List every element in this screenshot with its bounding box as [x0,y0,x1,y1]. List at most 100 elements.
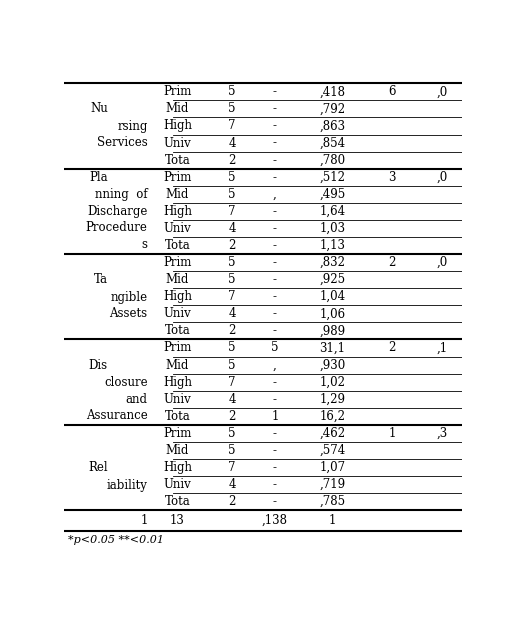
Text: 5: 5 [228,85,236,98]
Text: 2: 2 [228,325,236,337]
Text: ,574: ,574 [320,444,346,457]
Text: Prim: Prim [163,427,192,440]
Text: Tota: Tota [165,410,190,423]
Text: Mid: Mid [166,103,189,115]
Text: 7: 7 [228,120,236,132]
Text: High: High [163,205,192,218]
Text: 13: 13 [170,514,185,527]
Text: -: - [273,205,277,218]
Text: 1: 1 [271,410,279,423]
Text: ,1: ,1 [436,341,447,354]
Text: Univ: Univ [164,137,191,149]
Text: ,719: ,719 [320,478,346,491]
Text: 7: 7 [228,461,236,474]
Text: ,930: ,930 [320,358,346,372]
Text: iability: iability [107,479,148,492]
Text: 2: 2 [228,495,236,508]
Text: Prim: Prim [163,341,192,354]
Text: ,418: ,418 [320,85,345,98]
Text: *p<0.05 **<0.01: *p<0.05 **<0.01 [68,535,164,544]
Text: ,989: ,989 [320,325,346,337]
Text: 4: 4 [228,308,236,320]
Text: ,0: ,0 [436,85,447,98]
Text: Mid: Mid [166,444,189,457]
Text: ,138: ,138 [262,514,288,527]
Text: 4: 4 [228,137,236,149]
Text: ,0: ,0 [436,256,447,269]
Text: ,925: ,925 [320,273,346,286]
Text: 7: 7 [228,291,236,303]
Text: Prim: Prim [163,85,192,98]
Text: 5: 5 [228,273,236,286]
Text: 5: 5 [228,341,236,354]
Text: 7: 7 [228,375,236,389]
Text: ,495: ,495 [320,188,346,201]
Text: Univ: Univ [164,392,191,406]
Text: closure
and
Assurance: closure and Assurance [86,376,148,422]
Text: rsing
Services: rsing Services [97,120,148,149]
Text: -: - [273,85,277,98]
Text: Univ: Univ [164,308,191,320]
Text: 16,2: 16,2 [320,410,345,423]
Text: ngible
Assets: ngible Assets [109,291,148,320]
Text: -: - [273,427,277,440]
Text: -: - [273,444,277,457]
Text: 3: 3 [388,171,396,184]
Text: 2: 2 [388,256,396,269]
Text: ,0: ,0 [436,171,447,184]
Text: -: - [273,308,277,320]
Text: -: - [273,154,277,166]
Text: -: - [273,495,277,508]
Text: 5: 5 [228,188,236,201]
Text: -: - [273,291,277,303]
Text: Univ: Univ [164,478,191,491]
Text: 1,03: 1,03 [320,222,346,235]
Text: 1: 1 [329,514,336,527]
Text: -: - [273,478,277,491]
Text: -: - [273,120,277,132]
Text: -: - [273,273,277,286]
Text: High: High [163,120,192,132]
Text: 5: 5 [271,341,279,354]
Text: ,3: ,3 [436,427,447,440]
Text: 5: 5 [228,256,236,269]
Text: 4: 4 [228,392,236,406]
Text: 4: 4 [228,478,236,491]
Text: 1,13: 1,13 [320,239,345,252]
Text: -: - [273,239,277,252]
Text: 1,07: 1,07 [320,461,346,474]
Text: Rel: Rel [88,461,108,474]
Text: 1,06: 1,06 [320,308,346,320]
Text: High: High [163,291,192,303]
Text: 5: 5 [228,427,236,440]
Text: 2: 2 [228,410,236,423]
Text: 2: 2 [388,341,396,354]
Text: Pla: Pla [89,171,108,184]
Text: 1,64: 1,64 [320,205,346,218]
Text: -: - [273,171,277,184]
Text: High: High [163,461,192,474]
Text: 2: 2 [228,154,236,166]
Text: ,785: ,785 [320,495,346,508]
Text: -: - [273,103,277,115]
Text: 4: 4 [228,222,236,235]
Text: nning  of
Discharge
Procedure
s: nning of Discharge Procedure s [86,188,148,251]
Text: Tota: Tota [165,325,190,337]
Text: -: - [273,461,277,474]
Text: Dis: Dis [89,358,108,372]
Text: ,832: ,832 [320,256,345,269]
Text: 5: 5 [228,444,236,457]
Text: ,854: ,854 [320,137,346,149]
Text: -: - [273,222,277,235]
Text: -: - [273,256,277,269]
Text: ,: , [273,188,277,201]
Text: 2: 2 [228,239,236,252]
Text: Tota: Tota [165,239,190,252]
Text: ,462: ,462 [320,427,346,440]
Text: Univ: Univ [164,222,191,235]
Text: High: High [163,375,192,389]
Text: Prim: Prim [163,171,192,184]
Text: ,792: ,792 [320,103,346,115]
Text: Nu: Nu [90,103,108,115]
Text: ,780: ,780 [320,154,346,166]
